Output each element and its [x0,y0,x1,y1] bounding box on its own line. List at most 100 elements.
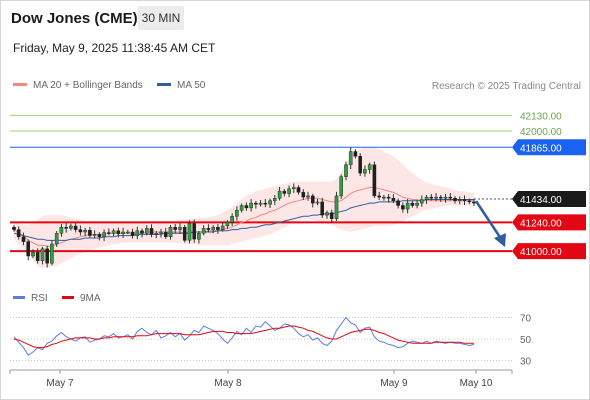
candle-body [220,225,225,230]
candle-body [187,223,192,241]
legend-ma50: MA 50 [157,80,205,91]
candle-body [159,231,163,234]
candle-body [268,200,272,205]
candle-body [372,164,377,197]
candle-body [415,202,419,206]
chart-header: Dow Jones (CME) 30 MIN [0,0,588,36]
candle-body [263,202,268,205]
candle-body [382,196,386,199]
candle-body [45,248,49,264]
candle-body [216,226,220,230]
candle-body [472,201,476,204]
candle-body [448,196,453,199]
candle-body [182,226,187,241]
candle-body [92,234,97,236]
candle-body [439,196,443,199]
candle-body [306,195,310,198]
candle-body [50,243,54,264]
level-label-41865-00: 41865.00 [520,143,562,154]
bollinger-band-area [14,147,474,268]
level-label-42130-00: 42130.00 [520,111,562,122]
candle-body [125,231,130,234]
candle-body [420,199,424,204]
candle-body [277,190,282,199]
candle-body [73,225,78,230]
candle-body [21,236,26,242]
candle-body [130,231,135,236]
rsi-tick-70: 70 [520,313,532,324]
candle-body [149,228,154,235]
candle-body [173,226,178,230]
candle-body [429,196,434,199]
timeframe-badge[interactable]: 30 MIN [138,6,184,30]
candle-body [424,196,429,200]
rsi-ma9-line [13,325,474,349]
candle-body [168,226,173,237]
ma9-swatch [62,295,74,299]
level-label-42000-00: 42000.00 [520,127,562,138]
candle-body [339,176,344,197]
candle-body [102,232,106,238]
candle-body [344,164,348,177]
candle-body [287,188,291,194]
candle-body [111,230,116,234]
candle-body [211,226,216,230]
x-tick-label-1: May 7 [46,378,74,389]
x-tick-label-4: May 10 [460,378,493,389]
candle-body [434,196,438,199]
candle-body [329,212,334,219]
projection-arrow-shaft [474,200,504,241]
candle-body [135,230,140,236]
candle-body [235,210,239,217]
legend-9ma-label: 9MA [80,293,101,304]
candle-body [386,196,391,199]
candle-body [163,231,168,238]
candle-body [140,230,144,234]
candle-body [458,199,462,201]
candle-body [69,225,73,229]
candle-body [377,195,382,198]
candle-body [367,164,372,170]
candle-body [273,198,277,201]
candle-body [116,230,121,235]
candle-body [230,216,234,223]
candle-body [462,199,467,201]
legend-ma50-label: MA 50 [177,80,206,91]
candle-body [401,205,405,210]
candle-body [258,202,263,205]
candle-body [443,196,448,199]
rsi-line [13,316,475,356]
candle-body [78,229,83,233]
candle-body [296,187,301,193]
level-label-41000-00: 41000.00 [520,247,562,258]
candle-body [12,226,16,230]
candle-body [40,248,45,262]
projection-arrow-head [494,233,506,248]
level-tag-41434-00 [512,191,586,208]
chart-datetime: Friday, May 9, 2025 11:38:45 AM CET [13,41,216,55]
ma20-swatch [13,82,27,86]
candle-body [301,192,306,198]
level-tag-41000-00 [512,243,586,260]
candle-body [405,202,410,210]
rsi-tick-30: 30 [520,357,532,368]
candle-body [88,229,92,236]
instrument-title: Dow Jones (CME) [11,10,138,27]
candle-body [292,187,296,189]
candle-body [348,151,353,165]
candle-body [26,241,31,257]
candle-body [201,228,206,234]
candle-body [363,169,367,174]
candle-body [325,212,329,216]
candle-body [54,232,59,245]
candle-body [467,200,472,203]
legend-rsi-label: RSI [31,293,48,304]
candle-body [16,229,21,238]
rsi-tick-50: 50 [520,335,532,346]
ma50-swatch [157,82,171,86]
candle-body [410,202,415,206]
candle-body [83,229,87,233]
candle-body [320,201,325,216]
level-label-41240-00: 41240.00 [520,218,562,229]
candle-body [144,228,149,234]
